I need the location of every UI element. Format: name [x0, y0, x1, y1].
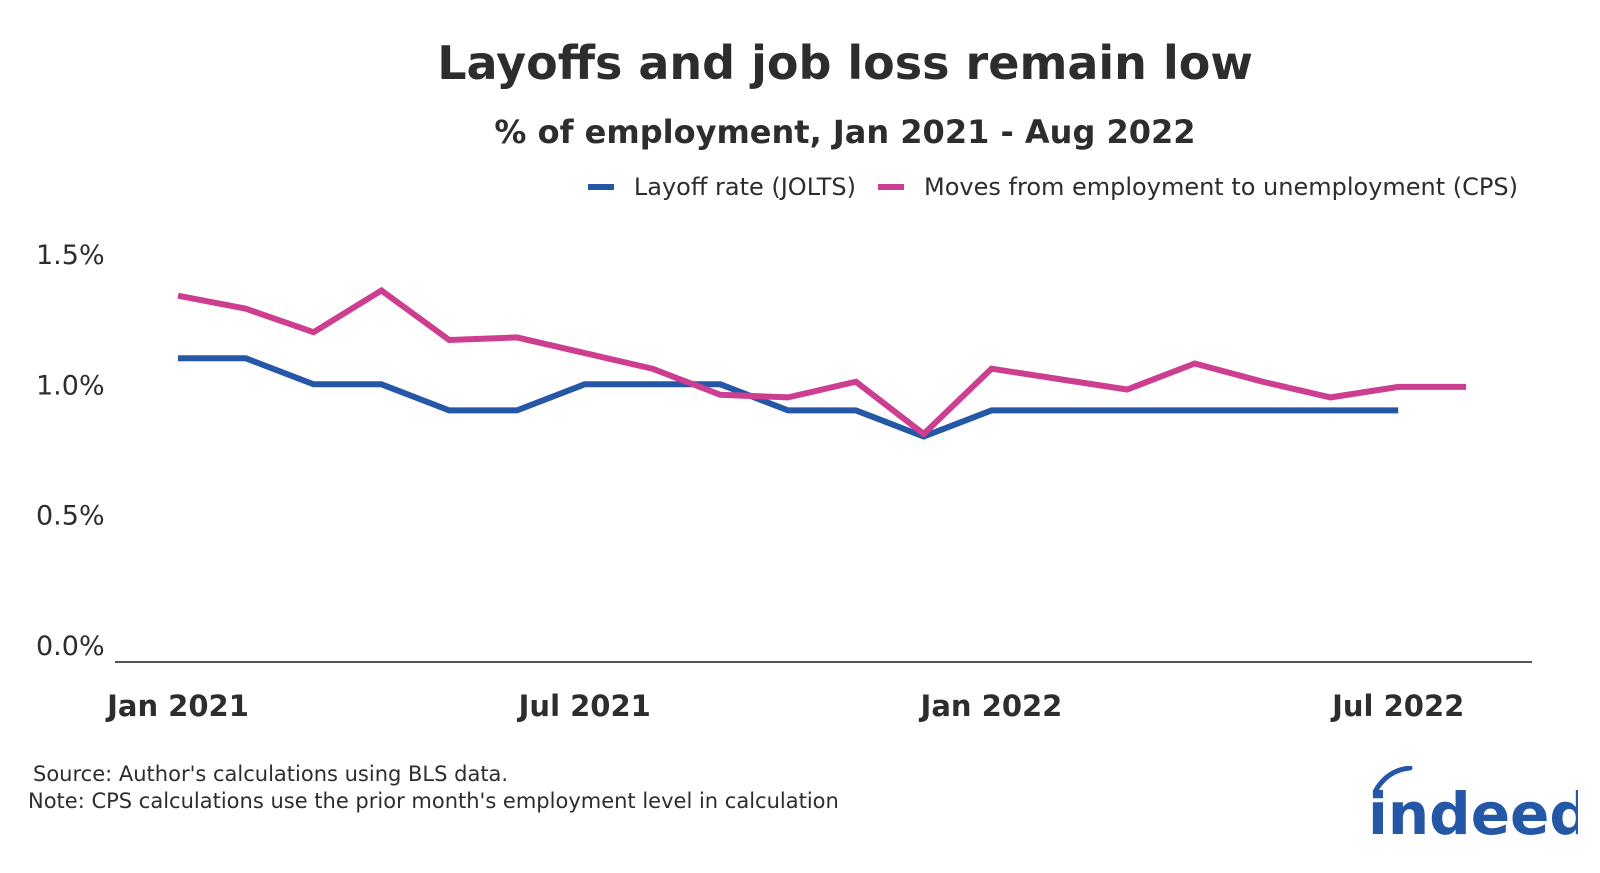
y-tick-label: 0.5%: [36, 501, 105, 532]
x-tick-label: Jul 2022: [1330, 689, 1464, 723]
y-tick-label: 1.0%: [36, 370, 105, 401]
legend-swatch-jolts: [587, 184, 614, 190]
logo-arc: [1373, 766, 1413, 793]
legend-swatch-cps: [878, 184, 905, 190]
x-tick-label: Jan 2021: [105, 689, 249, 723]
series-lines: [177, 286, 1466, 440]
legend-item-cps: Moves from employment to unemployment (C…: [878, 173, 1518, 201]
legend-label-cps: Moves from employment to unemployment (C…: [924, 173, 1518, 201]
y-axis-ticks: 0.0% 0.5% 1.0% 1.5%: [36, 240, 105, 662]
x-axis-ticks: Jan 2021 Jul 2021 Jan 2022 Jul 2022: [105, 689, 1464, 723]
legend-label-jolts: Layoff rate (JOLTS): [633, 173, 857, 201]
chart-subtitle: % of employment, Jan 2021 - Aug 2022: [494, 113, 1196, 151]
indeed-logo: indeed: [1368, 766, 1578, 846]
series-line-jolts: [178, 355, 1399, 440]
y-tick-label: 1.5%: [36, 240, 105, 271]
x-tick-label: Jul 2021: [517, 689, 651, 723]
series-line-cps: [177, 286, 1466, 438]
x-tick-label: Jan 2022: [919, 689, 1063, 723]
source-note: Source: Author's calculations using BLS …: [33, 762, 509, 786]
logo-wordmark: indeed: [1368, 780, 1578, 846]
legend: Layoff rate (JOLTS) Moves from employmen…: [566, 173, 1518, 201]
chart-title: Layoffs and job loss remain low: [437, 36, 1253, 90]
y-tick-label: 0.0%: [36, 631, 105, 662]
legend-item-jolts: Layoff rate (JOLTS): [587, 173, 857, 201]
calc-note: Note: CPS calculations use the prior mon…: [28, 789, 839, 813]
